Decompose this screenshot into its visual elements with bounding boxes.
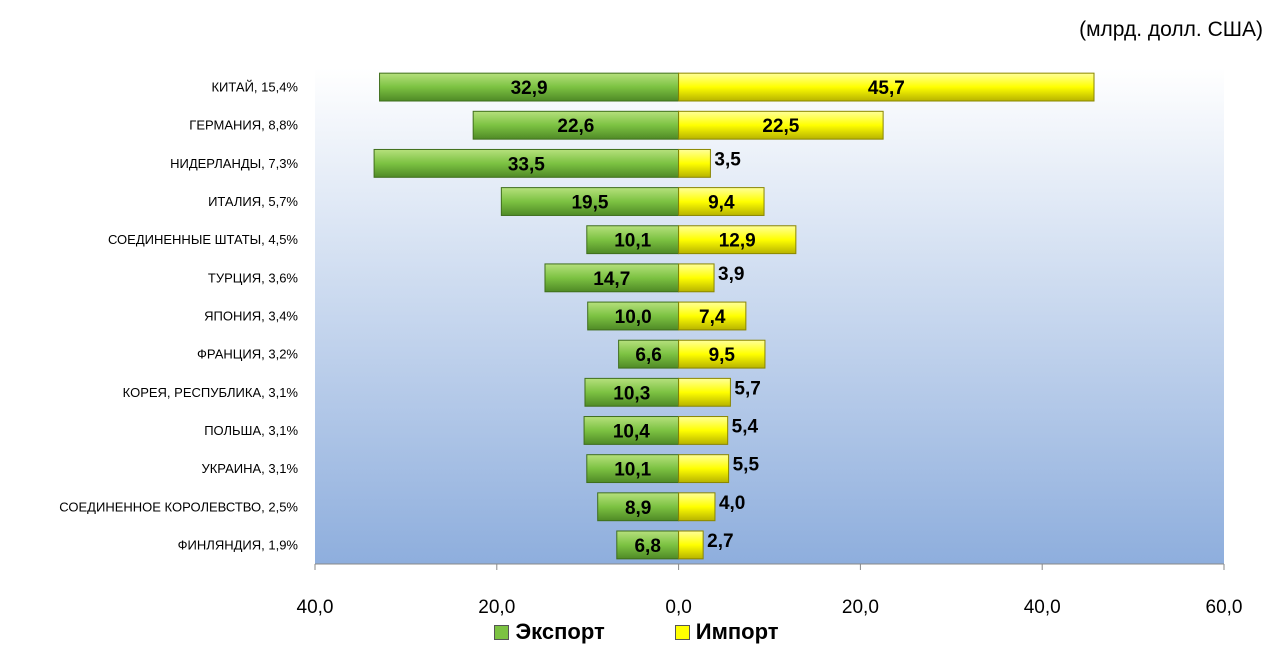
bar-export: [586, 225, 680, 255]
data-label-export: 22,6: [557, 116, 594, 137]
category-label: ИТАЛИЯ, 5,7%: [208, 194, 298, 209]
category-label: СОЕДИНЕННЫЕ ШТАТЫ, 4,5%: [108, 232, 298, 247]
data-label-import: 5,4: [732, 416, 759, 437]
bar-import: [678, 530, 704, 560]
category-label: ПОЛЬША, 3,1%: [204, 423, 298, 438]
data-label-import: 22,5: [762, 116, 799, 137]
bar-export: [587, 301, 680, 331]
plot-area: [315, 68, 1224, 564]
bar-import: [678, 148, 711, 178]
data-label-import: 3,9: [718, 264, 744, 285]
data-label-import: 45,7: [868, 78, 905, 99]
bar-import: [678, 377, 731, 407]
bar-import: [678, 301, 747, 331]
data-label-export: 10,1: [614, 231, 651, 252]
bar-import: [678, 263, 715, 293]
category-labels: КИТАЙ, 15,4% ГЕРМАНИЯ, 8,8% НИДЕРЛАНДЫ, 7,…: [59, 80, 298, 553]
data-label-import: 5,5: [733, 455, 760, 476]
bar-import: [678, 492, 716, 522]
data-label-export: 8,9: [625, 498, 651, 519]
data-labels: 32,9 45,7 22,6 22,5 33,5 3,5 19,5 9,4 10,1 12,9 14…: [508, 78, 905, 557]
bar-export: [544, 263, 680, 293]
data-label-export: 10,0: [615, 307, 652, 328]
data-label-import: 5,7: [734, 378, 760, 399]
x-tick-label: 0,0: [665, 597, 691, 618]
data-label-import: 2,7: [707, 531, 733, 552]
data-label-import: 4,0: [719, 493, 745, 514]
bar-export: [583, 416, 680, 445]
legend: Экспорт Импорт: [0, 619, 1273, 645]
x-tick-label: 40,0: [297, 597, 334, 618]
category-label: ЯПОНИЯ, 3,4%: [204, 309, 298, 324]
legend-label-export: Экспорт: [515, 619, 605, 644]
category-label: НИДЕРЛАНДЫ, 7,3%: [170, 156, 298, 171]
bar-import: [678, 110, 884, 140]
category-label: ТУРЦИЯ, 3,6%: [208, 270, 299, 285]
data-label-export: 32,9: [511, 78, 548, 99]
x-tick-label: 40,0: [1024, 597, 1061, 618]
bar-import: [678, 72, 1095, 102]
data-label-import: 3,5: [714, 149, 741, 170]
legend-item-import: Импорт: [674, 619, 779, 645]
bar-export: [616, 530, 680, 560]
x-axis-ticks: 40,0 20,0 0,0 20,0 40,0 60,0: [297, 564, 1243, 618]
category-label: ГЕРМАНИЯ, 8,8%: [189, 118, 298, 133]
bar-export: [500, 187, 680, 216]
category-label: ФРАНЦИЯ, 3,2%: [197, 347, 298, 362]
bar-export: [618, 339, 680, 369]
bar-import: [678, 339, 766, 369]
data-label-export: 6,6: [635, 345, 661, 366]
x-tick-label: 20,0: [842, 597, 879, 618]
bar-import: [678, 187, 765, 216]
data-label-import: 7,4: [699, 307, 726, 328]
category-label: СОЕДИНЕННОЕ КОРОЛЕВСТВО, 2,5%: [59, 499, 298, 514]
legend-swatch-import: [674, 624, 690, 640]
unit-label: (млрд. долл. США): [1079, 18, 1263, 41]
bar-import: [678, 416, 729, 445]
category-label: КОРЕЯ, РЕСПУБЛИКА, 3,1%: [123, 385, 299, 400]
data-label-export: 10,3: [613, 383, 650, 404]
x-tick-label: 20,0: [478, 597, 515, 618]
category-label: ФИНЛЯНДИЯ, 1,9%: [178, 537, 299, 552]
bar-import: [678, 225, 797, 255]
data-label-import: 9,4: [708, 193, 735, 214]
data-label-export: 6,8: [634, 536, 660, 557]
data-label-export: 10,1: [614, 460, 651, 481]
data-label-export: 14,7: [593, 269, 630, 290]
bar-export: [373, 148, 680, 178]
data-label-import: 9,5: [709, 345, 736, 366]
legend-swatch-export: [494, 624, 510, 640]
data-label-export: 10,4: [613, 421, 650, 442]
data-label-export: 33,5: [508, 154, 545, 175]
data-label-import: 12,9: [719, 231, 756, 252]
data-label-export: 19,5: [571, 193, 608, 214]
legend-label-import: Импорт: [695, 619, 779, 644]
category-label: УКРАИНА, 3,1%: [201, 461, 298, 476]
bar-import: [678, 454, 730, 484]
bars-layer: [373, 72, 1095, 560]
legend-item-export: Экспорт: [494, 619, 605, 645]
x-tick-label: 60,0: [1206, 597, 1243, 618]
category-label: КИТАЙ, 15,4%: [211, 80, 298, 95]
